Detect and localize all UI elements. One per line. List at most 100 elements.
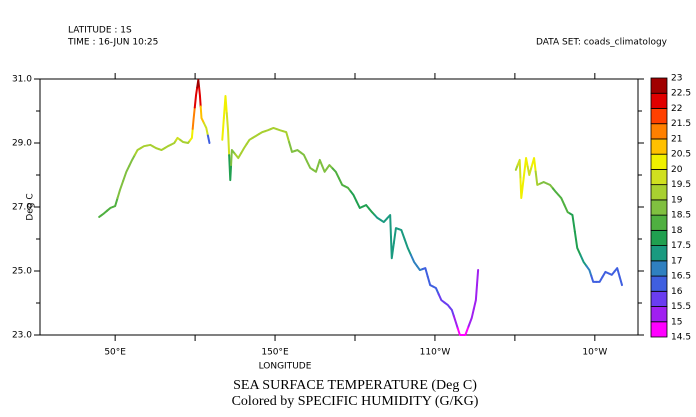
chart-subtitle: Colored by SPECIFIC HUMIDITY (G/KG) [232, 394, 479, 409]
colorbar-box [650, 153, 668, 170]
sst-segment [312, 164, 319, 173]
sst-segment [539, 181, 548, 185]
colorbar-box [650, 123, 668, 140]
colorbar-box [650, 214, 668, 231]
colorbar-box [650, 245, 668, 262]
sst-segment [184, 139, 191, 144]
colorbar-box [650, 92, 668, 109]
colorbar-box [650, 184, 668, 201]
sst-segment [157, 147, 166, 152]
y-tick-label: 27.0 [12, 203, 32, 213]
sst-segment [188, 127, 194, 142]
sst-segment [526, 165, 533, 176]
sst-segment [338, 177, 347, 188]
colorbar-label: 22 [671, 104, 682, 114]
y-axis-label: Deg C [26, 193, 36, 220]
sst-segment [461, 325, 470, 336]
sst-segment [579, 254, 588, 268]
sst-segment [282, 130, 291, 144]
sst-segment [426, 275, 435, 288]
sst-segment [170, 139, 177, 146]
x-axis-label: LONGITUDE [259, 362, 312, 372]
sst-segment [225, 112, 231, 157]
sst-segment [551, 187, 560, 196]
y-tick-label: 31.0 [12, 75, 32, 85]
sst-segment [475, 269, 480, 287]
sst-segment [522, 157, 529, 180]
sst-segment [299, 151, 309, 163]
colorbar-box [650, 169, 668, 186]
sst-segment [516, 158, 522, 180]
time: TIME : 16-JUN 10:25 [67, 38, 158, 48]
sst-segment [331, 167, 340, 180]
sst-segment [448, 306, 455, 317]
colorbar-label: 21 [671, 134, 682, 144]
colorbar-box [650, 108, 668, 125]
colorbar-box [650, 138, 668, 155]
colorbar-box [650, 229, 668, 246]
sst-segment [191, 106, 196, 130]
x-tick-label: 50°E [104, 348, 126, 358]
x-tick-label: 150°E [261, 348, 289, 358]
sst-segment [379, 217, 388, 224]
sst-segment [221, 116, 225, 141]
sst-segment [258, 130, 267, 136]
sst-segment [344, 185, 352, 193]
colorbar-box [650, 199, 668, 216]
colorbar-label: 20 [671, 165, 683, 175]
colorbar-label: 16 [671, 287, 683, 297]
sst-segment [240, 142, 248, 155]
sst-segment [392, 227, 400, 245]
colorbar-label: 16.5 [671, 272, 691, 282]
sst-segment [174, 136, 182, 142]
dataset: DATA SET: coads_climatology [536, 38, 668, 48]
colorbar-label: 15 [671, 317, 682, 327]
sst-segment [306, 160, 315, 171]
sst-segment [563, 204, 572, 215]
sst-segment [198, 86, 202, 108]
sst-segment [452, 314, 459, 330]
colorbar-box [650, 260, 668, 277]
sst-segment [530, 157, 537, 173]
sst-segment [590, 274, 598, 283]
colorbar-box [650, 77, 668, 94]
sst-segment [385, 214, 392, 238]
sst-segment [245, 136, 254, 145]
sst-segment [389, 235, 395, 260]
sst-segment [607, 270, 616, 276]
sst-segment [293, 149, 302, 154]
sst-segment [326, 164, 334, 170]
y-tick-label: 29.0 [12, 139, 32, 149]
sst-segment [421, 267, 429, 278]
colorbar-label: 23 [671, 74, 682, 84]
sst-segment [111, 197, 119, 208]
sst-segment [397, 228, 406, 240]
sst-segment [251, 133, 261, 139]
x-tick-label: 10°W [582, 348, 607, 358]
sst-segment [361, 204, 371, 210]
sst-segment [569, 212, 576, 233]
sst-segment [409, 254, 419, 268]
colorbar-label: 14.5 [671, 333, 691, 343]
colorbar-label: 17.5 [671, 241, 691, 251]
sst-segment [228, 154, 233, 182]
sst-segment [456, 327, 464, 336]
plot-frame [39, 78, 639, 336]
sst-segment [275, 128, 285, 133]
sst-segment [122, 164, 131, 182]
y-tick-label: 25.0 [12, 267, 32, 277]
sst-segment [618, 275, 624, 287]
sst-segment [601, 270, 610, 278]
sst-segment [355, 200, 364, 209]
colorbar-label: 22.5 [671, 89, 691, 99]
sst-segment [116, 179, 125, 200]
sst-segment [432, 285, 440, 296]
colorbar-label: 19.5 [671, 180, 691, 190]
sst-segment [595, 275, 604, 283]
latitude: LATITUDE : 1S [68, 26, 132, 36]
sst-segment [443, 301, 451, 309]
sst-segment [206, 134, 211, 144]
colorbar-label: 19 [671, 195, 683, 205]
colorbar-label: 18 [671, 226, 683, 236]
